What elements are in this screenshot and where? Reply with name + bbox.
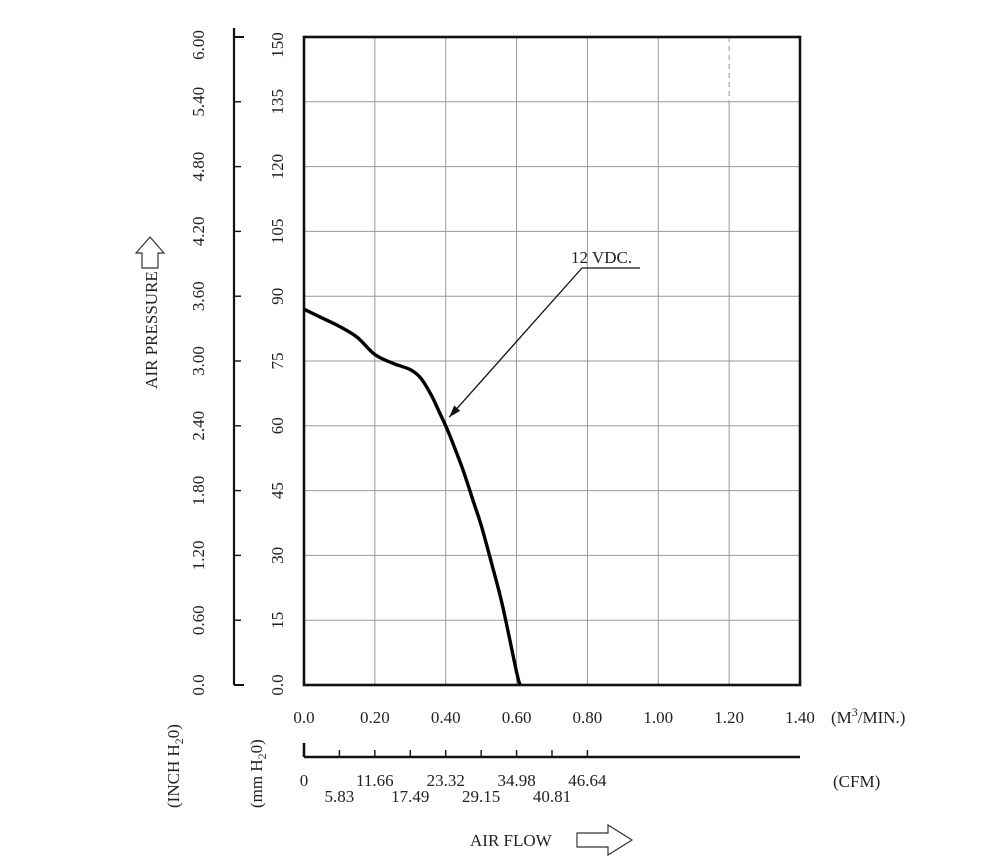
y-tick-label-mm: 105 (268, 219, 287, 245)
y-tick-label-inch: 3.00 (189, 346, 208, 376)
y-tick-label-mm: 135 (268, 89, 287, 115)
y-tick-label-mm: 0.0 (268, 674, 287, 695)
x-tick-label: 0.60 (502, 708, 532, 727)
y-tick-label-mm: 30 (268, 547, 287, 564)
y-tick-label-mm: 120 (268, 154, 287, 180)
y-tick-label-inch: 1.20 (189, 541, 208, 571)
cfm-tick-label: 40.81 (533, 787, 571, 806)
plot-frame (302, 35, 802, 687)
y-tick-label-inch: 2.40 (189, 411, 208, 441)
y-unit-mm-tail: 0) (247, 739, 266, 753)
y-unit-inch-tail: 0) (164, 724, 183, 738)
cfm-tick-label: 46.64 (568, 771, 607, 790)
annotation-leader (448, 267, 583, 418)
x-tick-label: 0.40 (431, 708, 461, 727)
y-tick-label-inch: 3.60 (189, 281, 208, 311)
y-unit-inch-head: (INCH H (164, 744, 183, 808)
cfm-tick-label: 23.32 (427, 771, 465, 790)
x-tick-label: 1.40 (785, 708, 815, 727)
x-tick-label: 1.00 (643, 708, 673, 727)
x-unit-primary: (M3/MIN.) (831, 705, 905, 727)
cfm-tick-label: 0 (300, 771, 309, 790)
x-tick-label: 0.20 (360, 708, 390, 727)
x-tick-label: 0.0 (293, 708, 314, 727)
cfm-tick-label: 5.83 (325, 787, 355, 806)
y-tick-label-inch: 0.60 (189, 605, 208, 635)
y-unit-mm: (mm H20) (247, 739, 269, 808)
y-tick-label-inch: 6.00 (189, 30, 208, 60)
y-tick-label-mm: 45 (268, 482, 287, 499)
x-unit-cfm: (CFM) (833, 772, 880, 791)
chart-layer: 0.0 0.0 15 0.60 30 1.20 45 1.80 60 2.40 75 3.00 90 3.… (189, 28, 815, 806)
y-tick-label-mm: 90 (268, 288, 287, 305)
y-tick-label-mm: 15 (268, 612, 287, 629)
y-unit-inch: (INCH H20) (164, 724, 186, 808)
y-tick-label-inch: 5.40 (189, 87, 208, 117)
y-tick-label-inch: 4.20 (189, 217, 208, 247)
annotation-arrowhead (449, 405, 461, 418)
y-unit-inch-sub: 2 (172, 738, 186, 744)
y-tick-label-mm: 150 (268, 32, 287, 58)
right-arrow-icon (576, 823, 634, 857)
up-arrow-icon (134, 236, 166, 269)
x-unit-primary-tail: /MIN.) (858, 708, 906, 727)
x-unit-primary-sup: 3 (852, 705, 858, 719)
y-tick-label-inch: 0.0 (189, 674, 208, 695)
y-axis-label: AIR PRESSURE (142, 271, 161, 389)
y-tick-label-mm: 60 (268, 417, 287, 434)
x-unit-primary-head: (M (831, 708, 852, 727)
x-axis-label: AIR FLOW (470, 831, 553, 850)
y-tick-label-mm: 75 (268, 353, 287, 370)
cfm-tick-label: 11.66 (356, 771, 394, 790)
annotation-label: 12 VDC. (571, 248, 632, 267)
y-unit-mm-head: (mm H (247, 759, 266, 808)
x-tick-label: 0.80 (573, 708, 603, 727)
series-line-12vdc (303, 307, 522, 686)
y-unit-mm-sub: 2 (255, 753, 269, 759)
cfm-tick-label: 34.98 (497, 771, 535, 790)
cfm-tick-label: 29.15 (462, 787, 500, 806)
x-tick-label: 1.20 (714, 708, 744, 727)
y-tick-label-inch: 1.80 (189, 476, 208, 506)
cfm-tick-label: 17.49 (391, 787, 429, 806)
y-tick-label-inch: 4.80 (189, 152, 208, 182)
